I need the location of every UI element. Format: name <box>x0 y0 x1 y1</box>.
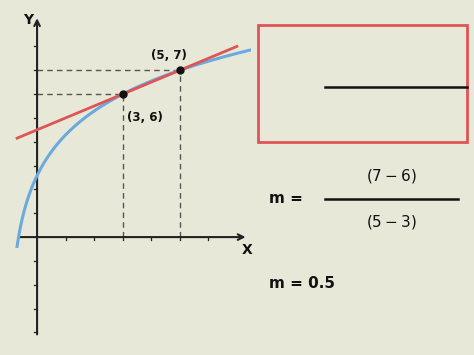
Text: Y: Y <box>23 13 34 27</box>
Text: m =: m = <box>269 191 303 206</box>
Text: $(x_2 - x_1)$: $(x_2 - x_1)$ <box>365 106 427 125</box>
Text: m =: m = <box>269 80 303 94</box>
Text: m = 0.5: m = 0.5 <box>269 277 335 291</box>
Text: $(5 - 3)$: $(5 - 3)$ <box>366 213 417 231</box>
Text: X: X <box>242 243 252 257</box>
Text: $(y_2 - y_1)$: $(y_2 - y_1)$ <box>365 49 427 68</box>
Text: (3, 6): (3, 6) <box>127 111 163 124</box>
Text: (5, 7): (5, 7) <box>151 49 187 62</box>
Text: $(7 - 6)$: $(7 - 6)$ <box>366 167 417 185</box>
